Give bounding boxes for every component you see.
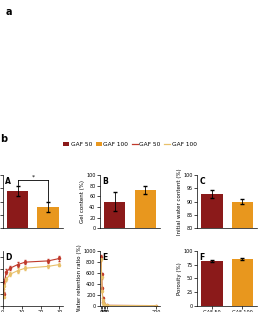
Y-axis label: Water retention ratio (%): Water retention ratio (%)	[77, 244, 82, 312]
Bar	[7, 191, 28, 228]
Text: A: A	[5, 177, 11, 186]
Y-axis label: Initial water content (%): Initial water content (%)	[177, 168, 182, 235]
Bar	[201, 194, 223, 312]
Text: B: B	[102, 177, 108, 186]
Text: C: C	[199, 177, 205, 186]
Bar	[232, 259, 253, 306]
Text: b: b	[0, 134, 7, 144]
Bar	[104, 202, 125, 228]
Y-axis label: Gel content (%): Gel content (%)	[80, 180, 85, 223]
Text: F: F	[199, 253, 204, 262]
Legend: GAF 50, GAF 100, GAF 50, GAF 100: GAF 50, GAF 100, GAF 50, GAF 100	[63, 142, 197, 147]
Text: E: E	[102, 253, 107, 262]
Bar	[201, 261, 223, 306]
Text: a: a	[5, 7, 12, 17]
Bar	[37, 207, 59, 228]
Bar	[135, 190, 156, 228]
Text: *: *	[31, 175, 35, 180]
Bar	[232, 202, 253, 312]
Y-axis label: Porosity (%): Porosity (%)	[177, 262, 182, 295]
Text: D: D	[5, 253, 11, 262]
